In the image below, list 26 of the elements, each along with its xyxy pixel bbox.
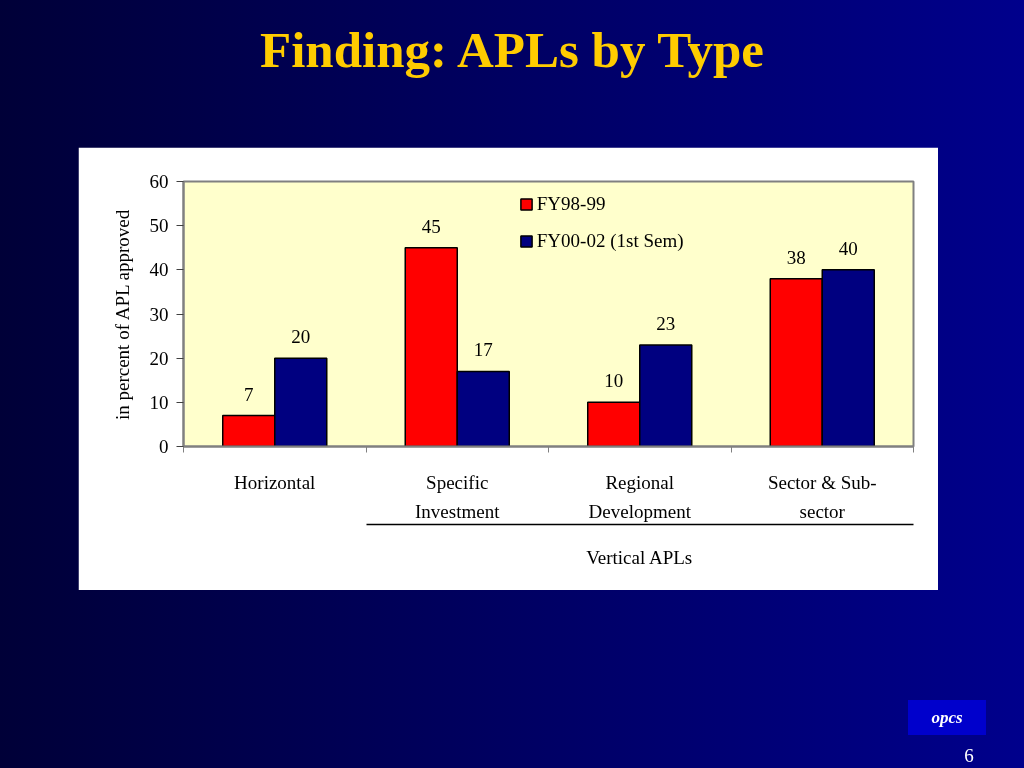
data-label: 10 <box>604 370 624 392</box>
data-label: 23 <box>656 312 676 334</box>
y-tick-label: 30 <box>149 303 169 325</box>
data-label: 45 <box>421 215 441 237</box>
data-label: 17 <box>473 339 493 361</box>
data-label: 20 <box>291 326 311 348</box>
y-tick-label: 0 <box>159 436 169 457</box>
y-tick-label: 40 <box>149 259 169 281</box>
data-label: 7 <box>243 383 254 405</box>
text: 6 <box>964 745 974 767</box>
data-label: 40 <box>838 237 858 259</box>
y-tick-label: 20 <box>149 347 169 369</box>
y-tick-label: 60 <box>149 171 169 192</box>
y-tick-label: 10 <box>149 391 169 413</box>
x-tick-label: Horizontal <box>234 471 316 493</box>
y-axis-title: in percent of APL approved <box>111 209 133 421</box>
x-tick-label: Specific Investment <box>415 471 501 522</box>
legend-label: FY98-99 <box>536 193 606 215</box>
chart-title: Finding: APLs by Type <box>259 21 765 80</box>
legend-label: FY00-02 (1st Sem) <box>536 230 684 252</box>
data-label: 38 <box>786 246 806 268</box>
x-tick-label: Sector & Sub-sector <box>767 471 877 522</box>
text: opcs <box>931 707 963 729</box>
text: Vertical APLs <box>586 546 693 568</box>
x-tick-label: Regional Development <box>588 471 692 522</box>
y-tick-label: 50 <box>149 215 169 237</box>
